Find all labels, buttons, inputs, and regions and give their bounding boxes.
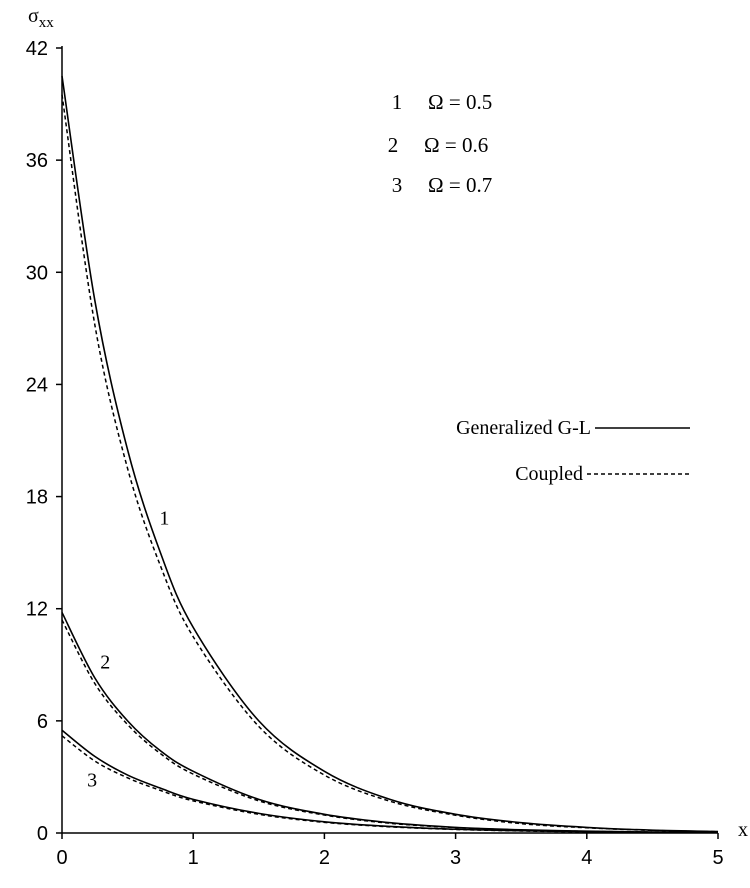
curve-label-bg-1 bbox=[156, 508, 173, 529]
curve-label-3: 3 bbox=[87, 769, 97, 791]
curve-labels: 1 2 3 bbox=[84, 508, 173, 791]
y-tick-label-36: 36 bbox=[26, 150, 48, 172]
y-tick-label-12: 12 bbox=[26, 599, 48, 621]
y-tick-label-0: 0 bbox=[37, 823, 48, 845]
series-line-1-dashed bbox=[61, 94, 719, 833]
series-layer bbox=[61, 75, 719, 834]
y-tick-label-30: 30 bbox=[26, 262, 48, 284]
legend-styles: Generalized G-L Coupled bbox=[456, 417, 690, 485]
y-tick-label-42: 42 bbox=[26, 38, 48, 60]
legend-style-label-1: Generalized G-L bbox=[456, 417, 591, 439]
x-tick-label-2: 2 bbox=[319, 847, 330, 869]
x-tick-label-4: 4 bbox=[581, 847, 592, 869]
legend-param-text-1: Ω = 0.5 bbox=[428, 90, 492, 114]
series-line-2-dashed bbox=[61, 619, 719, 834]
legend-param-number-1: 1 bbox=[392, 90, 403, 114]
legend-param-number-3: 3 bbox=[392, 173, 403, 197]
y-tick-label-18: 18 bbox=[26, 487, 48, 509]
series-line-3-dashed bbox=[61, 735, 719, 834]
x-tick-label-1: 1 bbox=[188, 847, 199, 869]
series-line-3-solid bbox=[61, 729, 719, 834]
curve-label-2: 2 bbox=[100, 652, 110, 674]
legend-params: 1 Ω = 0.5 2 Ω = 0.6 3 Ω = 0.7 bbox=[388, 90, 492, 197]
x-tick-label-3: 3 bbox=[450, 847, 461, 869]
curve-label-bg-2 bbox=[97, 652, 114, 673]
x-axis-label: x bbox=[738, 819, 748, 841]
legend-param-number-2: 2 bbox=[388, 133, 399, 157]
legend-param-text-3: Ω = 0.7 bbox=[428, 173, 492, 197]
y-tick-label-6: 6 bbox=[37, 711, 48, 733]
y-axis-label: σxx bbox=[28, 5, 54, 31]
x-tick-label-5: 5 bbox=[712, 847, 723, 869]
legend-style-label-2: Coupled bbox=[515, 463, 583, 485]
y-tick-label-24: 24 bbox=[26, 374, 48, 396]
series-line-1-solid bbox=[61, 75, 719, 833]
curve-label-1: 1 bbox=[159, 508, 169, 530]
curve-label-bg-3 bbox=[84, 770, 101, 791]
x-tick-label-0: 0 bbox=[56, 847, 67, 869]
legend-param-text-2: Ω = 0.6 bbox=[424, 133, 488, 157]
